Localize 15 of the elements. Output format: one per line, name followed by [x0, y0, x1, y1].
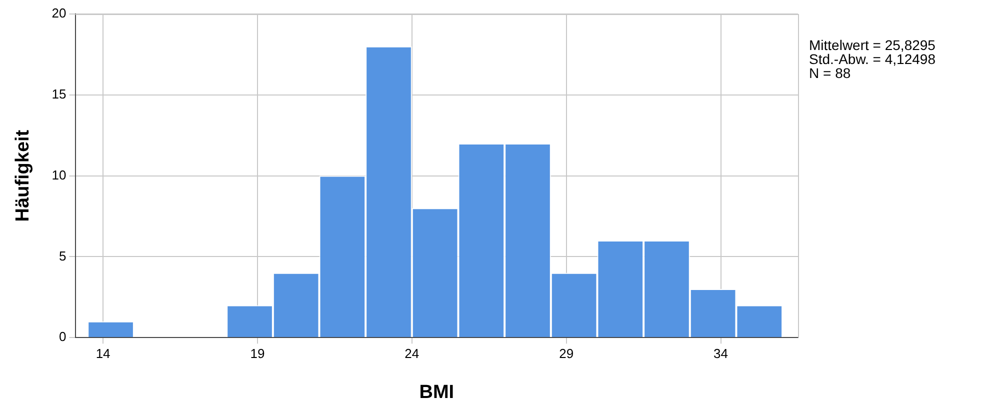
x-axis-title: BMI [419, 382, 454, 403]
x-tick-label: 29 [559, 346, 574, 361]
y-tick-label: 15 [52, 86, 66, 102]
y-tick-label: 0 [59, 329, 66, 344]
y-axis-title: Häufigkeit [12, 129, 34, 222]
y-tick-label: 10 [52, 167, 66, 182]
x-tick-label: 14 [96, 346, 110, 361]
y-tick-label: 5 [59, 248, 66, 264]
text: Std.-Abw. = 4,12498 [809, 50, 936, 67]
x-tick-label: 19 [250, 346, 265, 361]
x-tick-label: 24 [404, 346, 420, 361]
text: Mittelwert = 25,8295 [809, 36, 936, 53]
x-tick-label: 34 [714, 346, 728, 361]
text: N = 88 [809, 64, 851, 81]
y-tick-label: 20 [52, 6, 66, 21]
